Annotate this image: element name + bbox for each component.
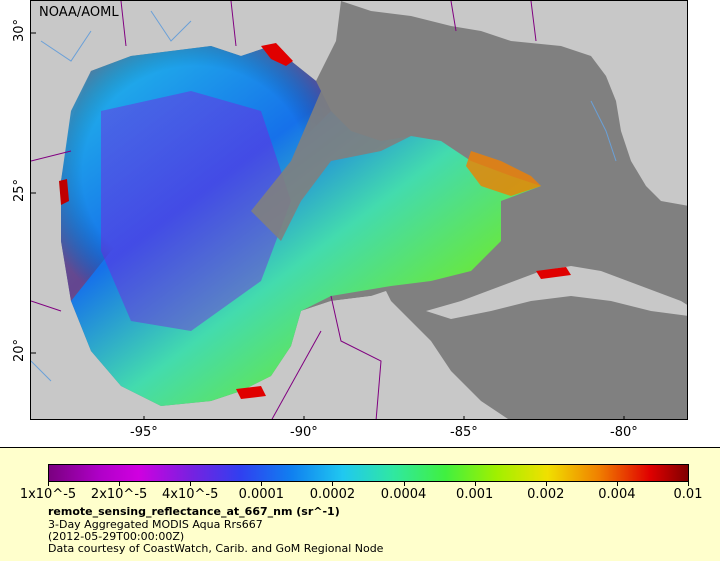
variable-name: remote_sensing_reflectance_at_667_nm (sr… <box>48 505 340 518</box>
colorbar-tick-mark <box>332 482 334 486</box>
colorbar-tick-mark <box>688 482 689 486</box>
colorbar-tick-label: 0.001 <box>456 487 494 502</box>
colorbar-tick-label: 2x10^-5 <box>90 487 148 502</box>
coast-red-west <box>59 179 69 205</box>
lon-tick-80: -80° <box>610 425 638 440</box>
lon-tick-85: -85° <box>450 425 478 440</box>
axis-ticks <box>31 32 625 419</box>
lat-tick-25: 25° <box>12 178 28 203</box>
lat-tick-20: 20° <box>12 338 28 363</box>
political-borders <box>31 1 537 419</box>
coast-red-cuba <box>536 267 571 279</box>
colorbar-tick-label: 0.002 <box>527 487 565 502</box>
land-yucatan <box>301 296 508 419</box>
colorbar-tick-mark <box>261 482 263 486</box>
colorbar-tick-mark <box>48 482 49 486</box>
colorbar-tick-label: 0.01 <box>673 487 703 502</box>
purple-turbidity-band <box>101 91 291 331</box>
dataset-name: 3-Day Aggregated MODIS Aqua Rrs667 <box>48 518 263 531</box>
map-frame[interactable]: NOAA/AOML <box>30 0 688 420</box>
coast-red-south <box>236 386 266 399</box>
colorbar-tick-label: 0.0002 <box>309 487 356 502</box>
colorbar-tick-label: 0.0004 <box>380 487 427 502</box>
no-data-patch <box>251 91 411 241</box>
colorbar-tick-mark <box>474 482 476 486</box>
legend-panel: 1x10^-5 2x10^-5 4x10^-5 0.0001 0.0002 0.0004 0… <box>0 447 720 561</box>
colorbar-tick-mark <box>545 482 547 486</box>
lat-tick-30: 30° <box>12 18 28 43</box>
colorbar-tick-label: 4x10^-5 <box>162 487 219 502</box>
colorbar-tick-label: 1x10^-5 <box>19 487 77 502</box>
colorbar-tick-mark <box>119 482 121 486</box>
colorbar-tick-label: 0.0001 <box>238 487 285 502</box>
land-florida <box>341 1 687 206</box>
colorbar <box>48 464 689 482</box>
dataset-date: (2012-05-29T00:00:00Z) <box>48 530 185 543</box>
land-us-mexico <box>31 1 391 419</box>
colorbar-tick-mark <box>616 482 618 486</box>
map-canvas <box>31 1 687 419</box>
colorbar-tick-label: 0.004 <box>598 487 636 502</box>
data-courtesy: Data courtesy of CoastWatch, Carib. and … <box>48 542 384 555</box>
colorbar-tick-mark <box>190 482 192 486</box>
florida-shelf-high <box>466 151 541 196</box>
map-credit: NOAA/AOML <box>39 5 119 20</box>
colorbar-tick-mark <box>403 482 405 486</box>
lon-tick-95: -95° <box>130 425 158 440</box>
coast-red-north <box>261 43 293 66</box>
rivers <box>31 10 617 382</box>
land-cuba <box>426 266 687 319</box>
gulf-coastal-highs <box>61 46 331 301</box>
lon-tick-90: -90° <box>290 425 318 440</box>
